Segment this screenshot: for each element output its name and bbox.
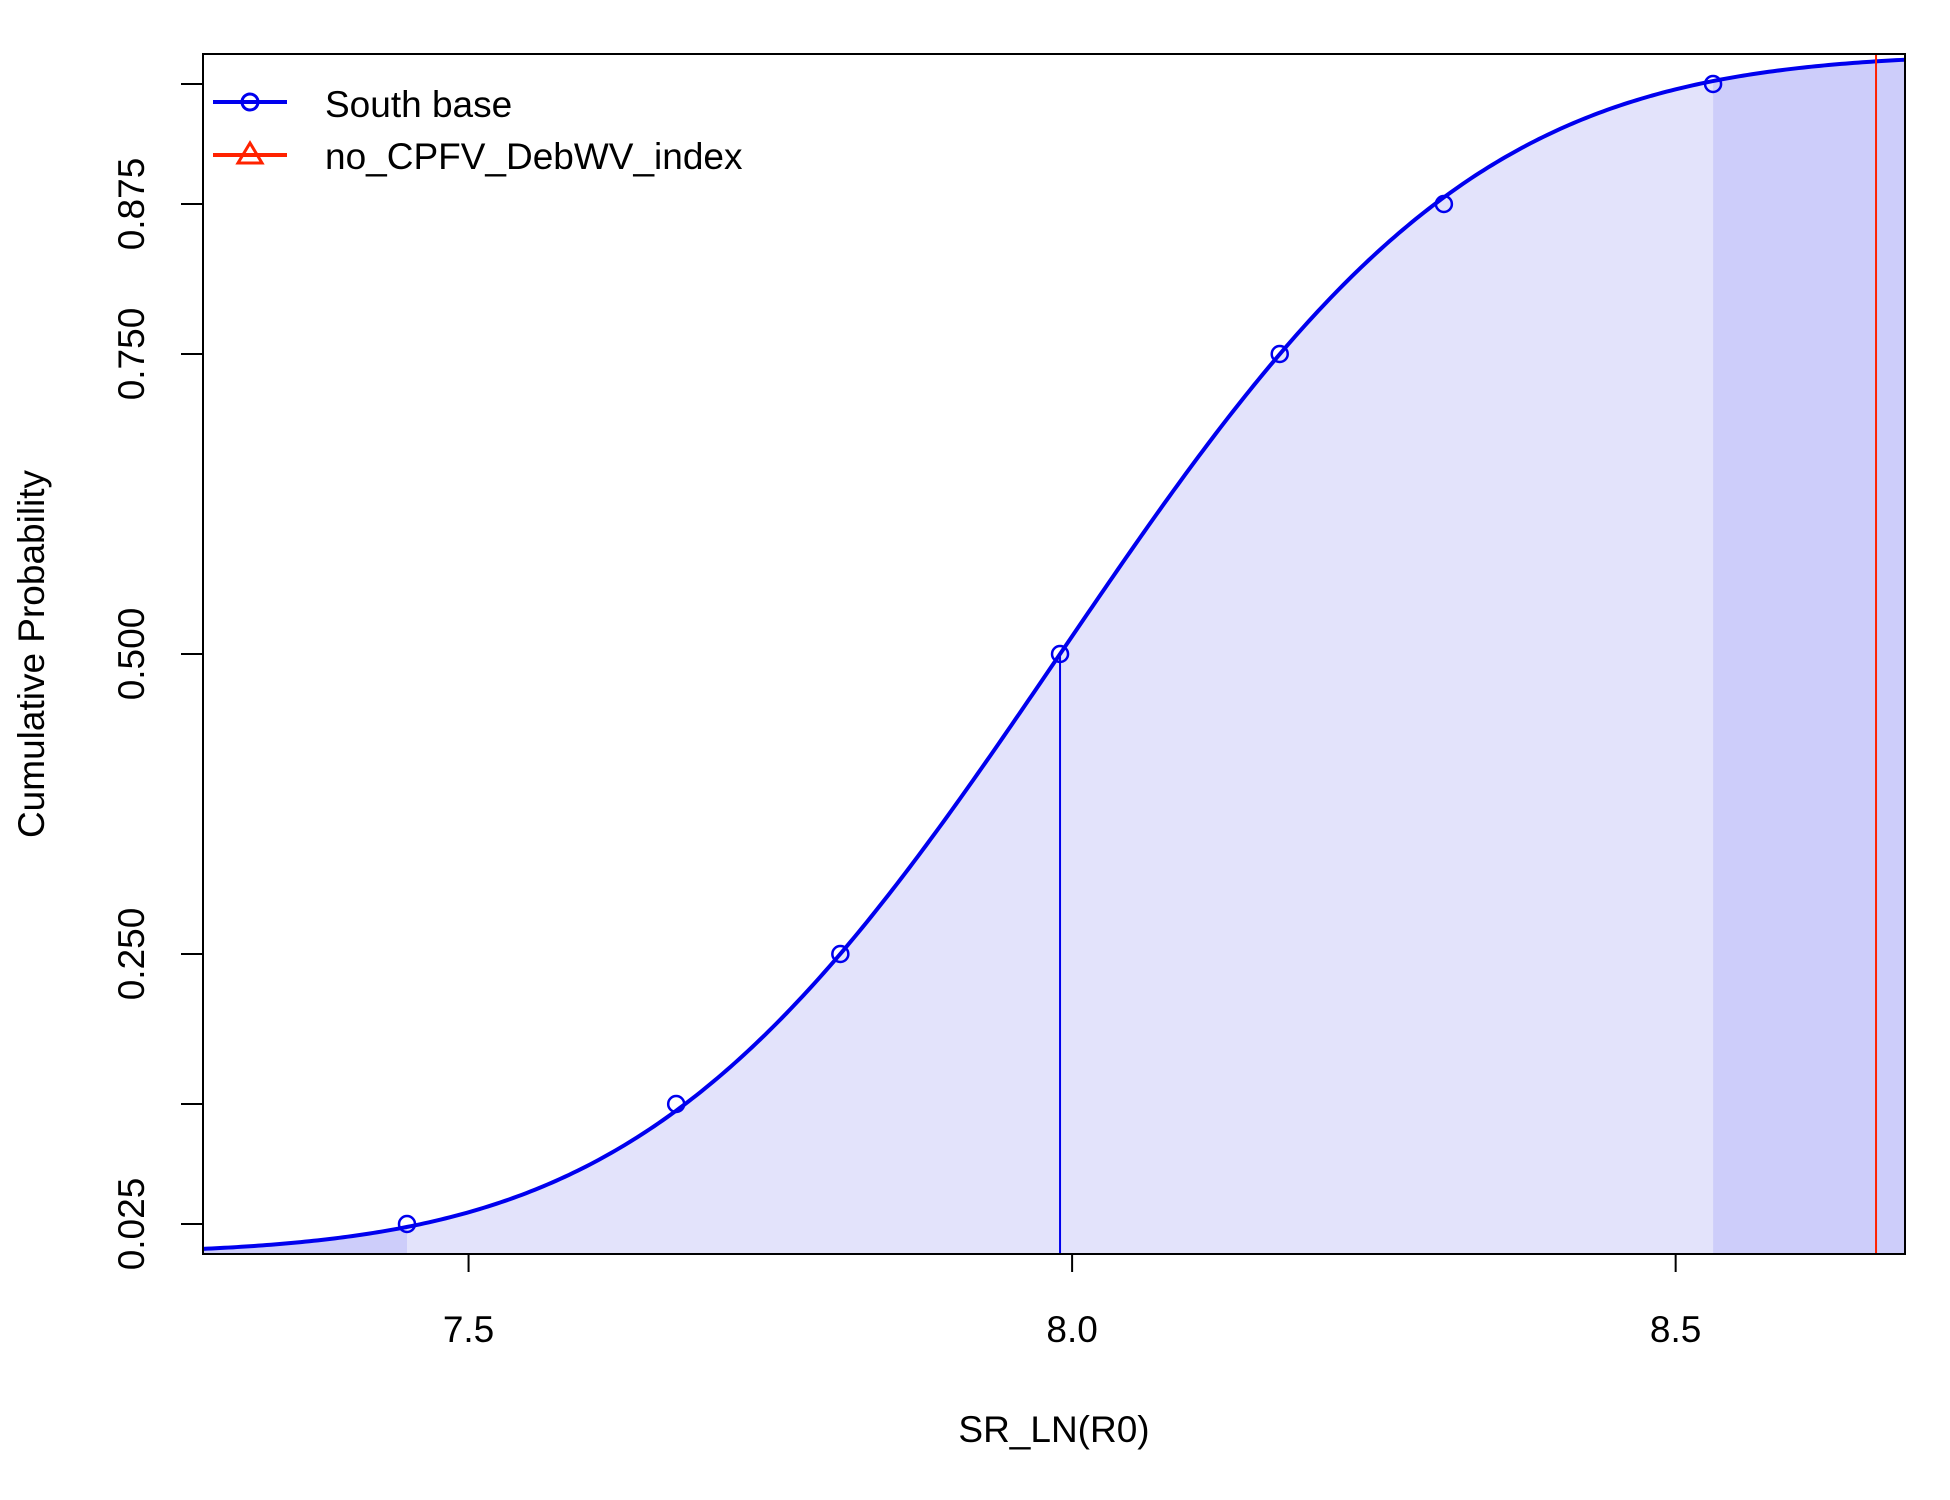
y-axis-label: Cumulative Probability: [11, 469, 52, 838]
cdf-marker-6: [1703, 74, 1723, 94]
axes: 7.5 8.0 8.5 0.025 0.250 0.500 0.750 0.875: [111, 83, 1701, 1350]
cdf-marker-0: [397, 1214, 417, 1234]
legend-label-no-cpfv: no_CPFV_DebWV_index: [325, 136, 743, 177]
legend-item-no-cpfv: no_CPFV_DebWV_index: [213, 136, 743, 177]
legend-label-south-base: South base: [325, 84, 512, 125]
y-tick-label-4: 0.750: [111, 308, 152, 401]
cdf-marker-5: [1434, 194, 1454, 214]
x-axis-label: SR_LN(R0): [958, 1409, 1149, 1450]
x-tick-label-0: 7.5: [443, 1309, 494, 1350]
legend-triangle-marker-icon: [235, 140, 265, 165]
legend-item-south-base: South base: [213, 84, 512, 125]
cdf-line-south-base: [203, 57, 1905, 1251]
y-tick-label-3: 0.500: [111, 608, 152, 701]
plot-area: [203, 54, 1905, 1254]
cdf-marker-1: [666, 1094, 686, 1114]
cdf-marker-2: [831, 944, 850, 964]
cdf-marker-4: [1270, 344, 1289, 364]
y-tick-label-2: 0.250: [111, 908, 152, 1001]
y-tick-label-0: 0.025: [111, 1178, 152, 1271]
y-tick-label-5: 0.875: [111, 158, 152, 251]
x-tick-label-1: 8.0: [1046, 1309, 1097, 1350]
legend: South base no_CPFV_DebWV_index: [213, 84, 743, 177]
cdf-marker-3: [1050, 644, 1070, 664]
x-tick-label-2: 8.5: [1650, 1309, 1701, 1350]
legend-circle-marker-icon: [240, 92, 260, 112]
tail-shade-right: [1713, 59, 1905, 1254]
